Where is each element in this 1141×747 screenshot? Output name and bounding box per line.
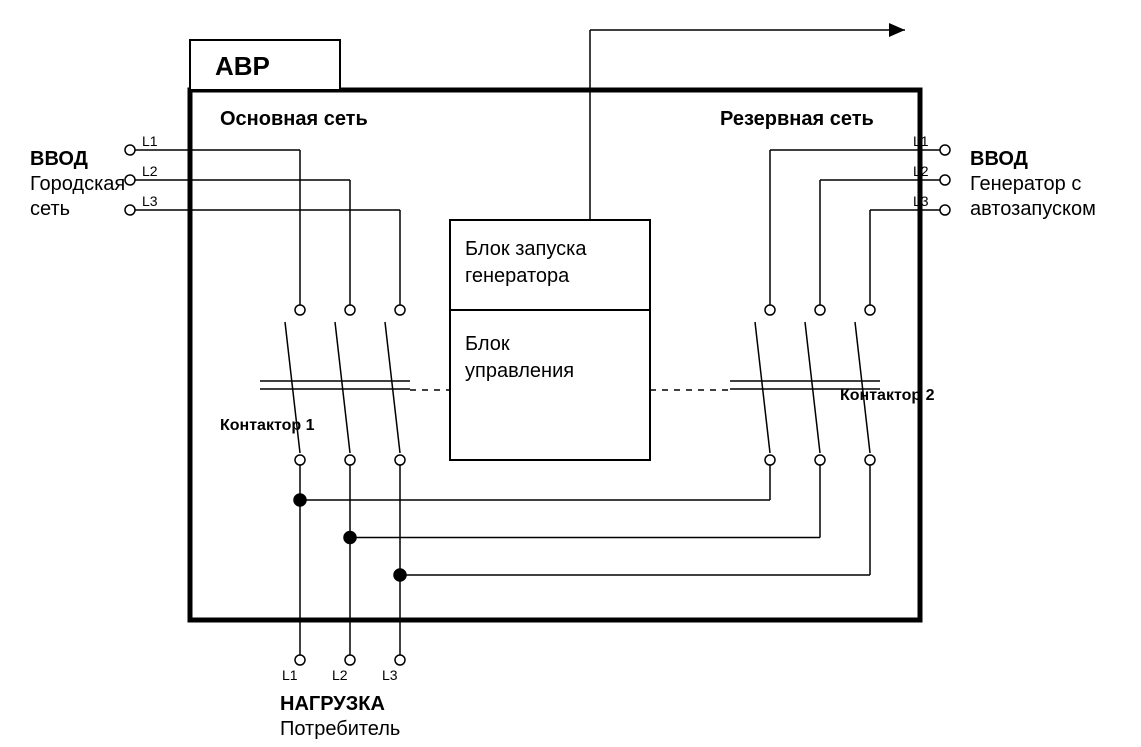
block-start-label-2: генератора <box>465 265 570 287</box>
input-left-2: Городская <box>30 173 125 195</box>
left-phase-label-2: L3 <box>142 193 158 209</box>
load-label-1: НАГРУЗКА <box>280 693 385 715</box>
reserve-net-label: Резервная сеть <box>720 108 874 130</box>
right-phase-label-2: L3 <box>913 193 929 209</box>
block-start-label-1: Блок запуска <box>465 238 587 260</box>
main-net-label: Основная сеть <box>220 108 368 130</box>
right-phase-label-0: L1 <box>913 133 929 149</box>
input-right-1: ВВОД <box>970 148 1028 170</box>
input-right-3: автозапуском <box>970 198 1096 220</box>
out-phase-label-1: L2 <box>332 667 348 683</box>
contactor2-label: Контактор 2 <box>840 387 935 404</box>
block-ctrl-label-2: управления <box>465 360 574 382</box>
input-left-3: сеть <box>30 198 70 220</box>
input-right-2: Генератор с <box>970 173 1081 195</box>
arrow-out <box>889 23 905 37</box>
out-phase-label-0: L1 <box>282 667 298 683</box>
right-phase-label-1: L2 <box>913 163 929 179</box>
left-phase-label-1: L2 <box>142 163 158 179</box>
title-label: АВР <box>215 51 270 81</box>
block-ctrl-label-1: Блок <box>465 333 510 355</box>
out-phase-label-2: L3 <box>382 667 398 683</box>
input-left-1: ВВОД <box>30 148 88 170</box>
left-phase-label-0: L1 <box>142 133 158 149</box>
load-label-2: Потребитель <box>280 718 400 740</box>
contactor1-label: Контактор 1 <box>220 417 315 434</box>
